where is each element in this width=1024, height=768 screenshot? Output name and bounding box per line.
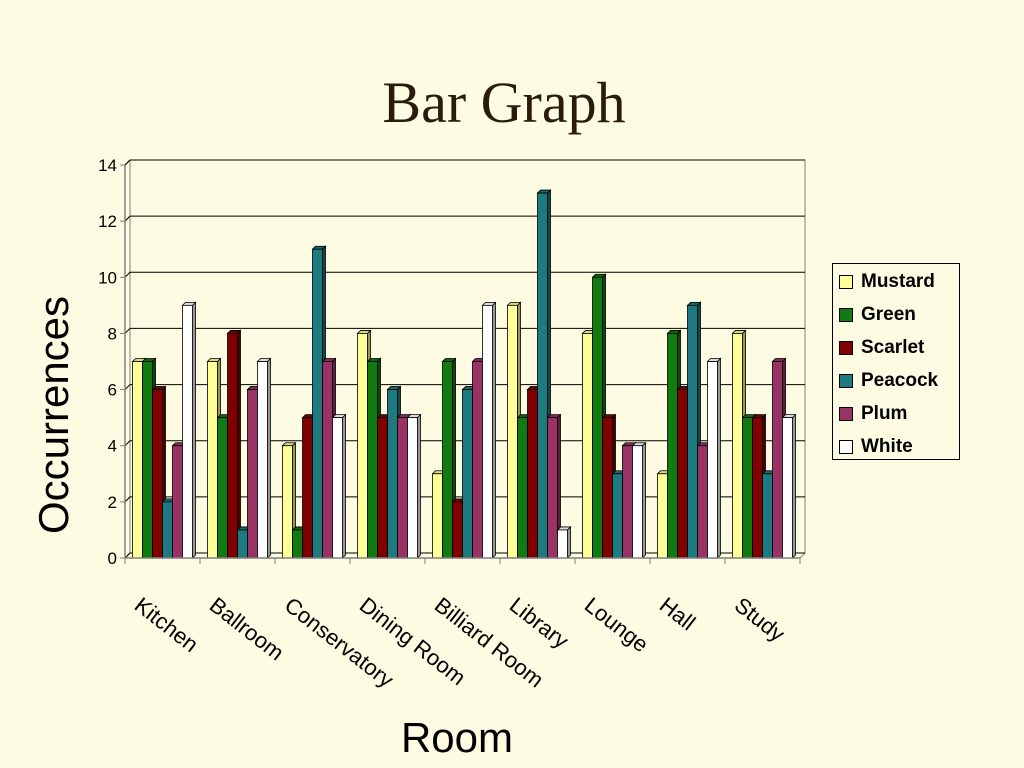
plot-depth-edge (799, 552, 806, 559)
gridline-depth (124, 496, 131, 503)
legend: Mustard Green Scarlet Peacock Plum White (832, 263, 960, 460)
y-tick-label: 10 (98, 268, 117, 287)
legend-item-white: White (839, 434, 913, 460)
legend-label: White (861, 436, 913, 457)
legend-label: Peacock (861, 370, 939, 391)
x-tick-label: Ballroom (205, 592, 289, 665)
bar-white-conservatory (331, 413, 347, 559)
bars (131, 189, 797, 559)
y-axis: 0 2 4 6 8 10 12 14 (98, 156, 126, 568)
y-tick-label: 4 (108, 437, 117, 456)
x-tick-label: Lounge (580, 592, 653, 657)
y-tick-label: 14 (98, 156, 117, 175)
bar-white-kitchen (181, 301, 197, 559)
y-tick-label: 2 (108, 493, 117, 512)
bar-white-lounge (631, 441, 647, 559)
legend-item-scarlet: Scarlet (839, 335, 924, 361)
legend-label: Mustard (861, 271, 935, 292)
gridline-depth (124, 215, 131, 222)
legend-item-plum: Plum (839, 401, 907, 427)
legend-swatch (839, 308, 853, 322)
legend-swatch (839, 275, 853, 289)
legend-swatch (839, 407, 853, 421)
y-axis-title: Occurrences (30, 296, 77, 534)
legend-label: Green (861, 304, 916, 325)
slide-title: Bar Graph (382, 70, 626, 135)
legend-item-mustard: Mustard (839, 269, 935, 295)
legend-label: Plum (861, 403, 908, 424)
legend-swatch (839, 440, 853, 454)
legend-label: Scarlet (861, 337, 925, 358)
y-tick-label: 6 (108, 381, 117, 400)
bar-scarlet-ballroom (226, 329, 242, 559)
legend-item-peacock: Peacock (839, 368, 938, 394)
x-tick-label: Hall (655, 592, 700, 635)
bar-white-dining-room (406, 413, 422, 559)
gridline-depth (124, 384, 131, 390)
y-tick-label: 12 (98, 212, 117, 231)
gridline-depth (124, 328, 131, 334)
x-tick-label: Kitchen (130, 592, 203, 657)
bar-white-hall (706, 357, 722, 559)
y-tick-label: 0 (108, 549, 117, 568)
legend-swatch (839, 374, 853, 388)
legend-item-green: Green (839, 302, 916, 328)
bar-white-ballroom (256, 357, 272, 559)
x-axis-title: Room (401, 714, 513, 761)
x-tick-label: Library (505, 592, 573, 653)
x-tick-label: Study (730, 592, 790, 646)
gridline-depth (124, 440, 131, 447)
gridline-depth (124, 159, 131, 166)
gridline-depth (124, 271, 131, 278)
bar-white-study (781, 413, 797, 559)
bar-white-library (556, 525, 572, 559)
legend-swatch (839, 341, 853, 355)
y-tick-label: 8 (108, 324, 117, 343)
bar-white-billiard-room (481, 301, 497, 559)
gridline-depth (124, 552, 131, 559)
